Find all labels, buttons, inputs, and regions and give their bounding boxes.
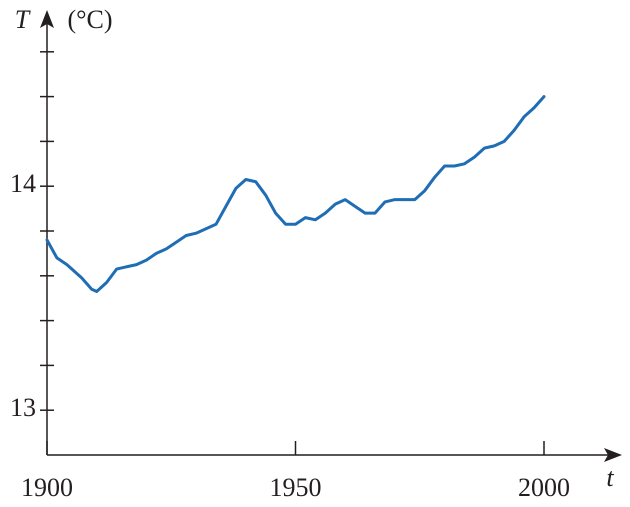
y-tick-label: 13 <box>10 393 36 422</box>
x-axis-label: t <box>606 463 614 492</box>
x-tick-label: 1950 <box>270 473 322 502</box>
x-tick-label: 1900 <box>21 473 73 502</box>
temperature-line <box>45 95 546 293</box>
y-tick-label: 14 <box>10 169 36 198</box>
y-axis-label: T <box>15 5 31 34</box>
x-tick-label: 2000 <box>518 473 570 502</box>
x-axis-arrow <box>604 448 622 462</box>
y-axis-arrow <box>40 10 54 28</box>
y-axis-unit: (°C) <box>67 5 112 34</box>
